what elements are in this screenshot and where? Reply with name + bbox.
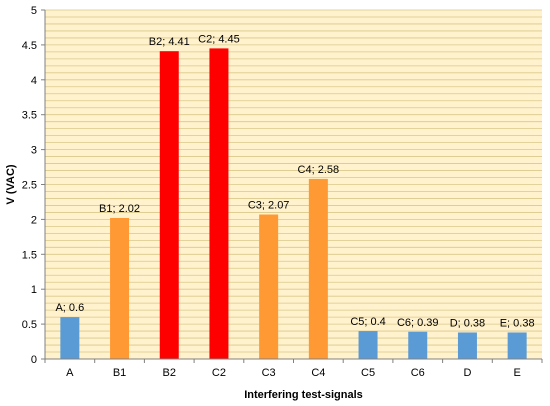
y-tick-label: 5 [31,5,37,17]
bar [60,317,80,359]
data-label: B2; 4.41 [149,36,190,48]
y-tick-label: 0.5 [22,319,37,331]
x-tick-label: C3 [262,367,276,379]
bars [60,48,527,359]
x-axis-title: Interfering test-signals [244,389,363,401]
data-label: D; 0.38 [450,317,485,329]
x-tick-label: C4 [311,367,325,379]
x-tick-label: D [463,367,471,379]
data-label: C6; 0.39 [397,317,439,329]
x-tick-label: A [66,367,74,379]
x-tick-label: B2 [163,367,176,379]
bar [259,214,279,359]
x-tick-label: C6 [411,367,425,379]
y-tick-label: 4.5 [22,40,37,52]
bar [159,51,179,359]
data-label: C5; 0.4 [350,316,385,328]
y-tick-label: 3.5 [22,110,37,122]
data-labels: A; 0.6 B1; 2.02 B2; 4.41 C2; 4.45 C3; 2.07 C4… [55,33,534,329]
bar [457,332,477,359]
y-axis-ticks: 0 0.5 1 1.5 2 2.5 3 3.5 4 4.5 5 [22,5,45,366]
bar [308,178,328,359]
x-tick-label: E [513,367,520,379]
data-label: E; 0.38 [500,317,535,329]
data-label: C3; 2.07 [248,200,290,212]
y-tick-label: 2.5 [22,180,37,192]
y-tick-label: 3 [31,145,37,157]
bar [209,48,229,359]
x-tick-label: C2 [212,367,226,379]
bar [358,331,378,359]
bar [408,331,428,359]
y-tick-label: 4 [31,75,37,87]
bar [507,332,527,359]
data-label: A; 0.6 [55,302,84,314]
y-tick-label: 0 [31,354,37,366]
y-tick-label: 1 [31,284,37,296]
x-tick-label: C5 [361,367,375,379]
bar [110,218,130,359]
y-tick-label: 2 [31,214,37,226]
x-tick-label: B1 [113,367,126,379]
y-tick-label: 1.5 [22,249,37,261]
y-axis-title: V (VAC) [5,164,17,204]
data-label: C2; 4.45 [198,33,240,45]
data-label: B1; 2.02 [99,203,140,215]
data-label: C4; 2.58 [298,164,340,176]
x-axis-ticks: A B1 B2 C2 C3 C4 C5 C6 D E [44,359,543,379]
